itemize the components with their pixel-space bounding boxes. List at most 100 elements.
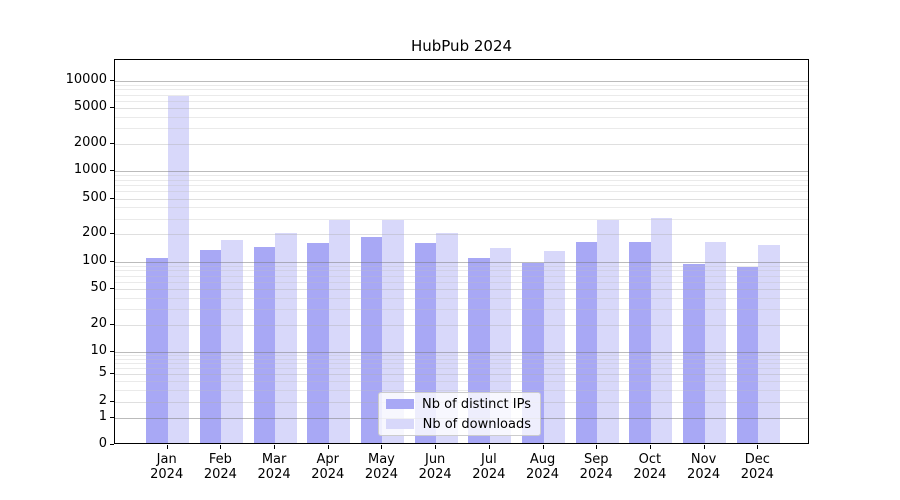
bar-downloads-may xyxy=(382,219,404,443)
y-tick-label: 1000 xyxy=(73,162,107,178)
y-tick-label: 5 xyxy=(98,365,107,381)
x-tick-label: Mar 2024 xyxy=(257,452,291,482)
x-tick-label: Dec 2024 xyxy=(740,452,774,482)
y-tick-label: 200 xyxy=(82,225,107,241)
gridline-minor xyxy=(115,116,808,118)
gridline-minor xyxy=(115,270,808,272)
y-tick-label: 50 xyxy=(90,279,107,295)
bar-distinct-ips-mar xyxy=(253,247,276,443)
x-tick xyxy=(703,445,705,449)
y-tick xyxy=(110,287,114,289)
x-tick-label: Oct 2024 xyxy=(633,452,667,482)
gridline xyxy=(115,107,808,109)
gridline-minor xyxy=(115,363,808,365)
gridline-minor xyxy=(115,380,808,382)
x-tick xyxy=(274,445,276,449)
y-tick xyxy=(110,233,114,235)
gridline-minor xyxy=(115,368,808,370)
gridline xyxy=(115,144,808,146)
bar-distinct-ips-nov xyxy=(683,263,705,443)
gridline-minor xyxy=(115,265,808,267)
gridline-minor xyxy=(115,100,808,102)
x-tick xyxy=(542,445,544,449)
bar-downloads-aug xyxy=(543,251,566,443)
legend-label-downloads: Nb of downloads xyxy=(422,416,531,432)
gridline xyxy=(115,198,808,200)
gridline xyxy=(115,288,808,290)
y-tick xyxy=(110,170,114,172)
bar-downloads-apr xyxy=(328,219,351,443)
y-tick-label: 100 xyxy=(82,252,107,268)
x-tick xyxy=(327,445,329,449)
bar-distinct-ips-jan xyxy=(146,258,168,443)
y-tick xyxy=(110,323,114,325)
gridline-minor xyxy=(115,89,808,91)
x-tick xyxy=(435,445,437,449)
legend: Nb of distinct IPs Nb of downloads xyxy=(378,392,541,436)
gridline-minor xyxy=(115,359,808,361)
x-tick xyxy=(649,445,651,449)
gridline-minor xyxy=(115,185,808,187)
gridline-minor xyxy=(115,207,808,209)
y-tick xyxy=(110,400,114,402)
y-tick-label: 10 xyxy=(90,343,107,358)
x-tick-label: Aug 2024 xyxy=(525,452,560,482)
gridline-minor xyxy=(115,175,808,177)
y-tick-label: 2000 xyxy=(73,135,107,151)
gridline-minor xyxy=(115,355,808,357)
x-tick xyxy=(596,445,598,449)
y-tick xyxy=(110,197,114,199)
y-tick xyxy=(110,260,114,262)
x-tick xyxy=(220,445,222,449)
y-tick-label: 5000 xyxy=(73,98,107,114)
y-tick xyxy=(110,79,114,81)
bar-distinct-ips-apr xyxy=(307,243,329,443)
x-tick-label: May 2024 xyxy=(364,452,398,482)
legend-label-distinct-ips: Nb of distinct IPs xyxy=(422,396,531,412)
bar-distinct-ips-sep xyxy=(575,242,598,443)
x-tick xyxy=(488,445,490,449)
x-tick xyxy=(757,445,759,449)
gridline xyxy=(115,374,808,376)
gridline-minor xyxy=(115,297,808,299)
legend-item-downloads: Nb of downloads xyxy=(379,416,540,433)
gridline xyxy=(115,80,808,82)
x-tick-label: Jan 2024 xyxy=(150,452,184,482)
gridline-minor xyxy=(115,218,808,220)
bar-distinct-ips-oct xyxy=(629,241,651,443)
x-tick-label: Jul 2024 xyxy=(472,452,506,482)
bar-downloads-feb xyxy=(221,239,243,443)
gridline-minor xyxy=(115,128,808,130)
bar-distinct-ips-may xyxy=(360,237,383,443)
gridline-minor xyxy=(115,180,808,182)
gridline xyxy=(115,171,808,173)
gridline xyxy=(115,234,808,236)
x-tick-label: Jun 2024 xyxy=(418,452,452,482)
bar-downloads-jun xyxy=(436,232,458,443)
x-tick-label: Apr 2024 xyxy=(311,452,345,482)
gridline-minor xyxy=(115,275,808,277)
bar-downloads-oct xyxy=(650,217,673,443)
gridline xyxy=(115,324,808,326)
gridline-minor xyxy=(115,281,808,283)
y-tick-label: 2 xyxy=(98,392,107,408)
gridline-minor xyxy=(115,84,808,86)
chart-title: HubPub 2024 xyxy=(410,37,513,55)
x-tick-label: Feb 2024 xyxy=(203,452,237,482)
bar-downloads-jan xyxy=(167,95,190,443)
bar-downloads-sep xyxy=(597,219,619,443)
y-tick xyxy=(110,351,114,352)
y-tick-label: 500 xyxy=(82,189,107,205)
y-tick xyxy=(110,417,114,419)
gridline-minor xyxy=(115,94,808,96)
bar-downloads-mar xyxy=(275,233,297,443)
bar-downloads-dec xyxy=(758,245,780,443)
bar-distinct-ips-dec xyxy=(736,267,759,443)
x-tick-label: Sep 2024 xyxy=(579,452,613,482)
y-tick-label: 10000 xyxy=(65,71,107,87)
gridline xyxy=(115,261,808,263)
y-tick xyxy=(110,106,114,108)
y-tick-label: 1 xyxy=(98,409,107,425)
y-tick xyxy=(110,373,114,375)
y-tick xyxy=(110,143,114,145)
